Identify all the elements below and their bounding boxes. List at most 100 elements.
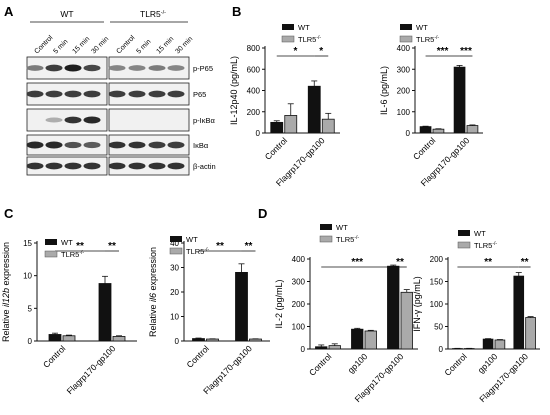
y-axis-label-prefix: Relative [1, 307, 11, 342]
significance-label: ** [396, 257, 404, 268]
blot-band [108, 141, 126, 149]
y-tick-label: 0 [439, 345, 444, 354]
significance-label: ** [216, 241, 224, 252]
blot-protein-label: p-P65 [193, 64, 213, 73]
bar-wt [419, 126, 432, 134]
legend-swatch-tlr5 [281, 35, 295, 43]
y-tick-label: 200 [292, 300, 306, 309]
significance-label: ** [484, 257, 492, 268]
legend-label-tlr5-sup: -/- [316, 35, 321, 41]
y-tick-label: 15 [23, 239, 32, 248]
blot-protein-label: β-actin [193, 162, 216, 171]
legend-label-tlr5-sup: -/- [79, 250, 84, 256]
chart-legend: WT TLR5-/- [457, 229, 497, 250]
x-tick-label: gp100 [346, 351, 370, 375]
bar-tlr5 [364, 330, 377, 350]
y-tick-label: 20 [170, 288, 179, 297]
blot-band [45, 90, 63, 98]
y-tick-label: 200 [247, 108, 261, 117]
legend-label-wt: WT [474, 229, 486, 238]
legend-swatch-wt [282, 24, 294, 30]
x-tick-label: Control [411, 135, 438, 162]
blot-band [26, 141, 44, 149]
chart-legend: WT TLR5-/- [319, 223, 359, 244]
y-tick-label: 100 [292, 323, 306, 332]
bar-wt [98, 283, 112, 342]
legend-label-tlr5: TLR5-/- [61, 250, 84, 259]
blot-lane-label: Control [33, 34, 54, 55]
legend-label-tlr5-sup: -/- [204, 247, 209, 253]
blot-band [26, 65, 44, 71]
panel-label-d: D [258, 206, 267, 221]
significance-label: * [294, 46, 298, 57]
legend-label-tlr5-main: TLR5 [474, 241, 492, 250]
bar-tlr5 [525, 317, 536, 350]
significance-label: ** [245, 241, 253, 252]
blot-band [64, 90, 82, 98]
blot-lane-label: 30 min [174, 36, 194, 56]
blot-band [83, 141, 101, 149]
blot-group-ko: TLR5-/- [140, 9, 166, 19]
blot-lane-label: 5 min [135, 38, 152, 55]
y-tick-label: 300 [292, 278, 306, 287]
blot-band [64, 162, 82, 170]
x-tick-label: Control [41, 343, 68, 370]
y-tick-label: 200 [430, 255, 444, 264]
blot-band [148, 162, 166, 170]
y-tick-label: 200 [397, 87, 411, 96]
y-axis-label-gene: il12b [1, 288, 11, 307]
y-tick-label: 600 [247, 65, 261, 74]
bar-wt [482, 338, 494, 350]
y-tick-label: 0 [301, 345, 306, 354]
blot-protein-label: IκBα [193, 141, 209, 150]
blot-band [83, 116, 101, 124]
blot-group-wt: WT [60, 9, 73, 19]
blot-band [108, 65, 126, 71]
legend-label-tlr5-main: TLR5 [61, 250, 79, 259]
y-tick-label: 10 [23, 272, 32, 281]
blot-lane-label: 5 min [52, 38, 69, 55]
blot-band [45, 141, 63, 149]
bar-wt [387, 265, 400, 350]
blot-band [26, 162, 44, 170]
y-tick-label: 300 [397, 65, 411, 74]
legend-label-tlr5-main: TLR5 [186, 247, 204, 256]
y-axis-label-gene: il6 [148, 293, 158, 302]
chart-legend: WT TLR5-/- [399, 23, 439, 44]
bar-wt [235, 271, 248, 342]
bar-tlr5 [432, 128, 445, 134]
y-tick-label: 5 [28, 304, 33, 313]
x-tick-label: Flagrp170-gp100 [65, 343, 118, 396]
bar-wt [270, 121, 284, 134]
bar-wt [315, 346, 328, 350]
y-tick-label: 400 [292, 255, 306, 264]
y-axis-label: Relative il12b expression [1, 242, 11, 342]
bar-tlr5 [284, 115, 298, 134]
bar-tlr5 [466, 125, 479, 134]
significance-label: *** [437, 46, 449, 57]
blot-band [167, 65, 185, 71]
bar-wt [307, 85, 321, 134]
bar-wt [48, 334, 62, 342]
y-tick-label: 100 [430, 300, 444, 309]
y-tick-label: 50 [434, 323, 443, 332]
significance-label: ** [76, 241, 84, 252]
bar-wt [513, 275, 525, 350]
blot-band [148, 90, 166, 98]
bar-tlr5 [494, 339, 506, 350]
blot-protein-label: P65 [193, 90, 206, 99]
blot-band [167, 141, 185, 149]
blot-band [45, 64, 63, 72]
significance-label: ** [108, 241, 116, 252]
blot-lane-label: Control [115, 34, 136, 55]
blot-band [83, 64, 101, 72]
blot-band [128, 65, 146, 71]
chart-legend: WT TLR5-/- [44, 238, 84, 259]
x-tick-label: Control [184, 343, 211, 370]
legend-swatch-tlr5 [457, 241, 471, 249]
